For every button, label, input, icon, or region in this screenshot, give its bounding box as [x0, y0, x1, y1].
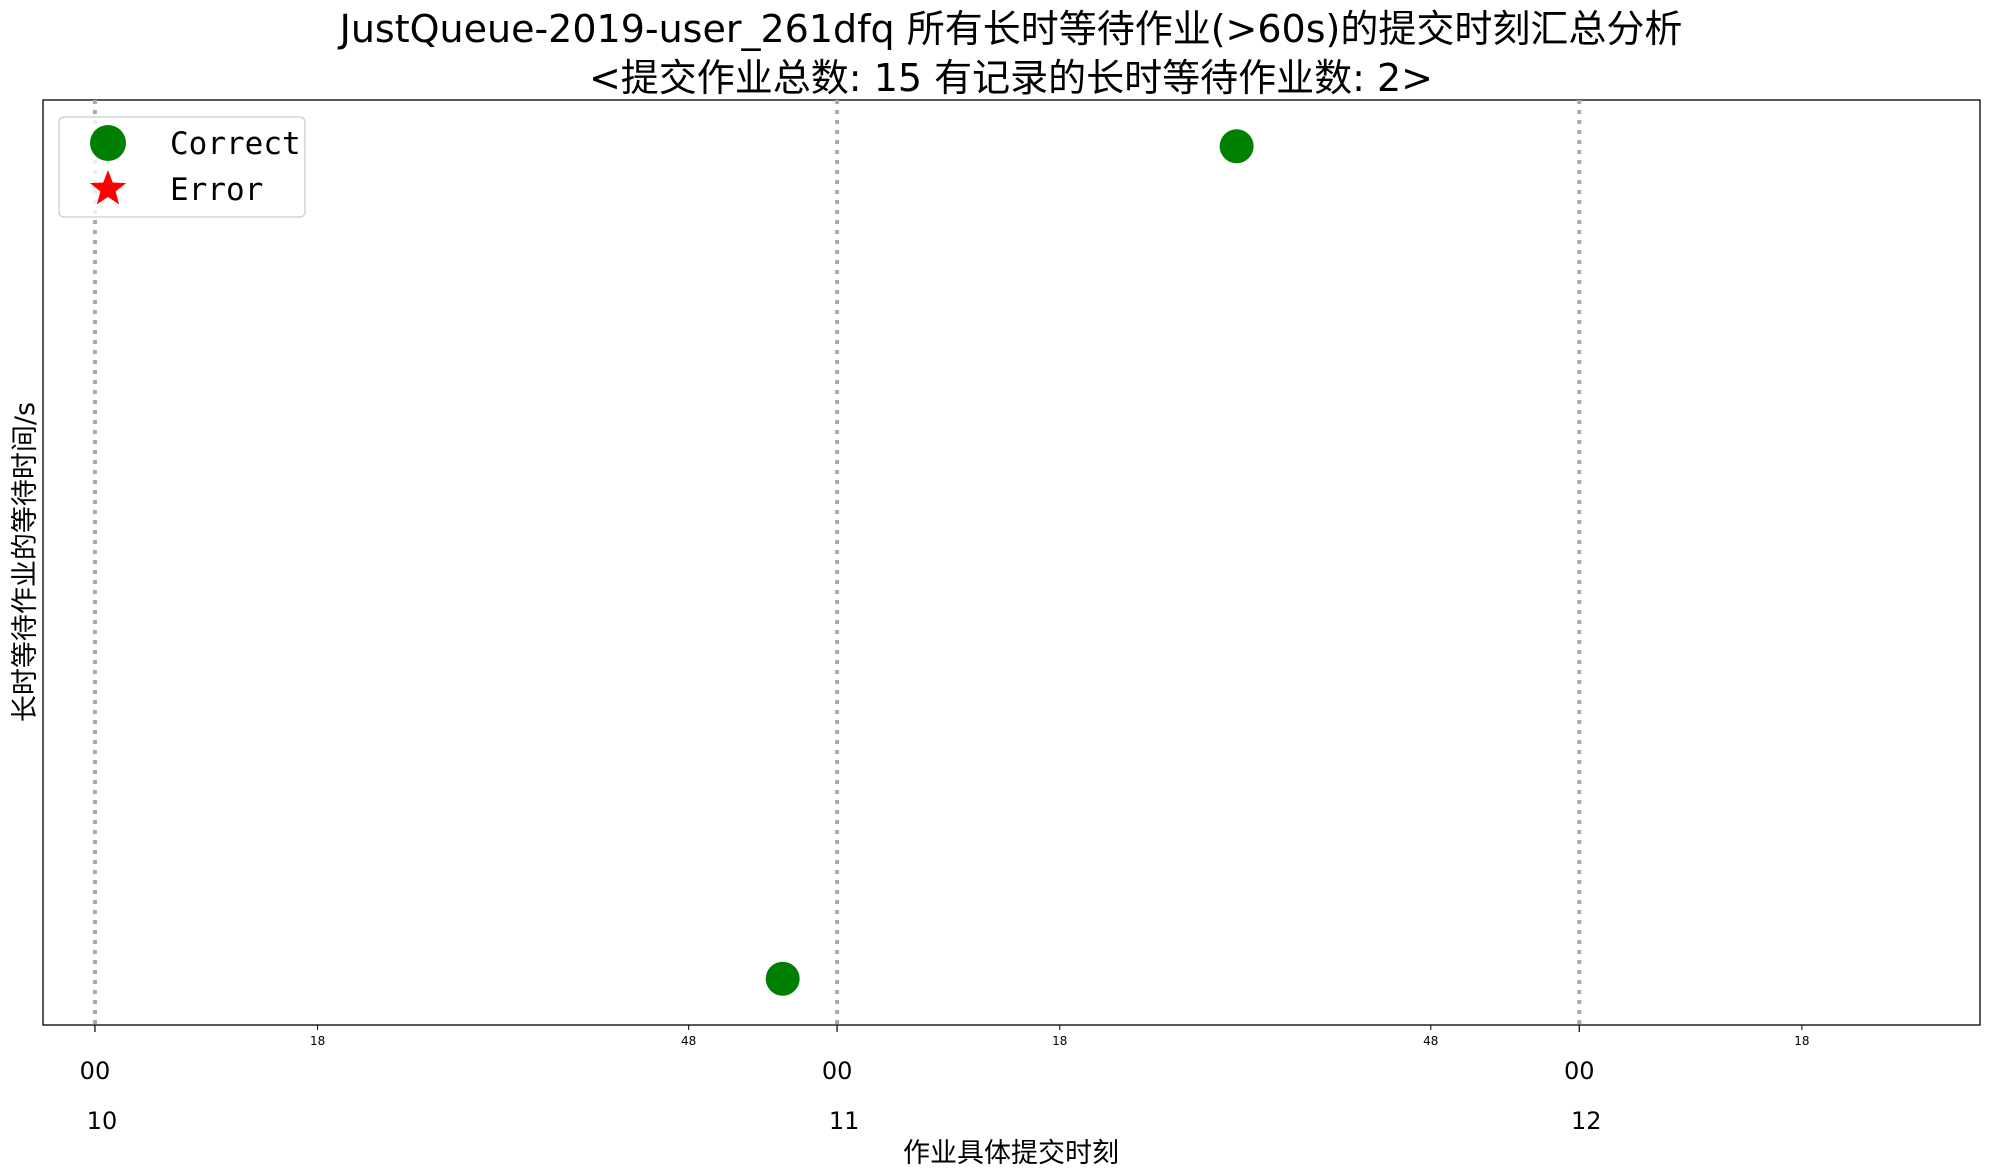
minor-tick-label: 48 [1423, 1034, 1438, 1048]
chart-title-line1: JustQueue-2019-user_261dfq 所有长时等待作业(>60s… [338, 7, 1683, 51]
legend: Correct Error [58, 116, 306, 218]
minor-tick-label: 48 [681, 1034, 696, 1048]
correct-point [765, 961, 800, 996]
major-tick-hour-label: 12 [1571, 1107, 1602, 1135]
data-points [765, 129, 1254, 996]
legend-entries: Correct Error [89, 125, 301, 208]
minor-tick-label: 18 [310, 1034, 325, 1048]
legend-star-marker [89, 170, 127, 205]
major-tick-hour-label: 11 [829, 1107, 860, 1135]
minor-tick-label: 18 [1794, 1034, 1809, 1048]
major-tick-minute-label: 00 [822, 1057, 853, 1085]
day-separators [92, 100, 1582, 1025]
major-tick-minute-label: 00 [80, 1057, 111, 1085]
legend-label-correct: Correct [170, 126, 301, 162]
major-tick-hour-label: 10 [87, 1107, 118, 1135]
x-axis-ticks: 18 48 18 48 18 00 10 00 11 00 12 [80, 1025, 1810, 1135]
x-axis-label: 作业具体提交时刻 [903, 1138, 1119, 1169]
legend-circle-marker [90, 125, 126, 161]
plot-area [42, 99, 1981, 1026]
major-tick-minute-label: 00 [1564, 1057, 1595, 1085]
y-axis-label: 长时等待作业的等待时间/s [10, 402, 41, 722]
minor-tick-label: 18 [1052, 1034, 1067, 1048]
chart-title-line2: <提交作业总数: 15 有记录的长时等待作业数: 2> [589, 56, 1433, 100]
legend-label-error: Error [170, 172, 263, 208]
correct-point [1219, 129, 1254, 164]
